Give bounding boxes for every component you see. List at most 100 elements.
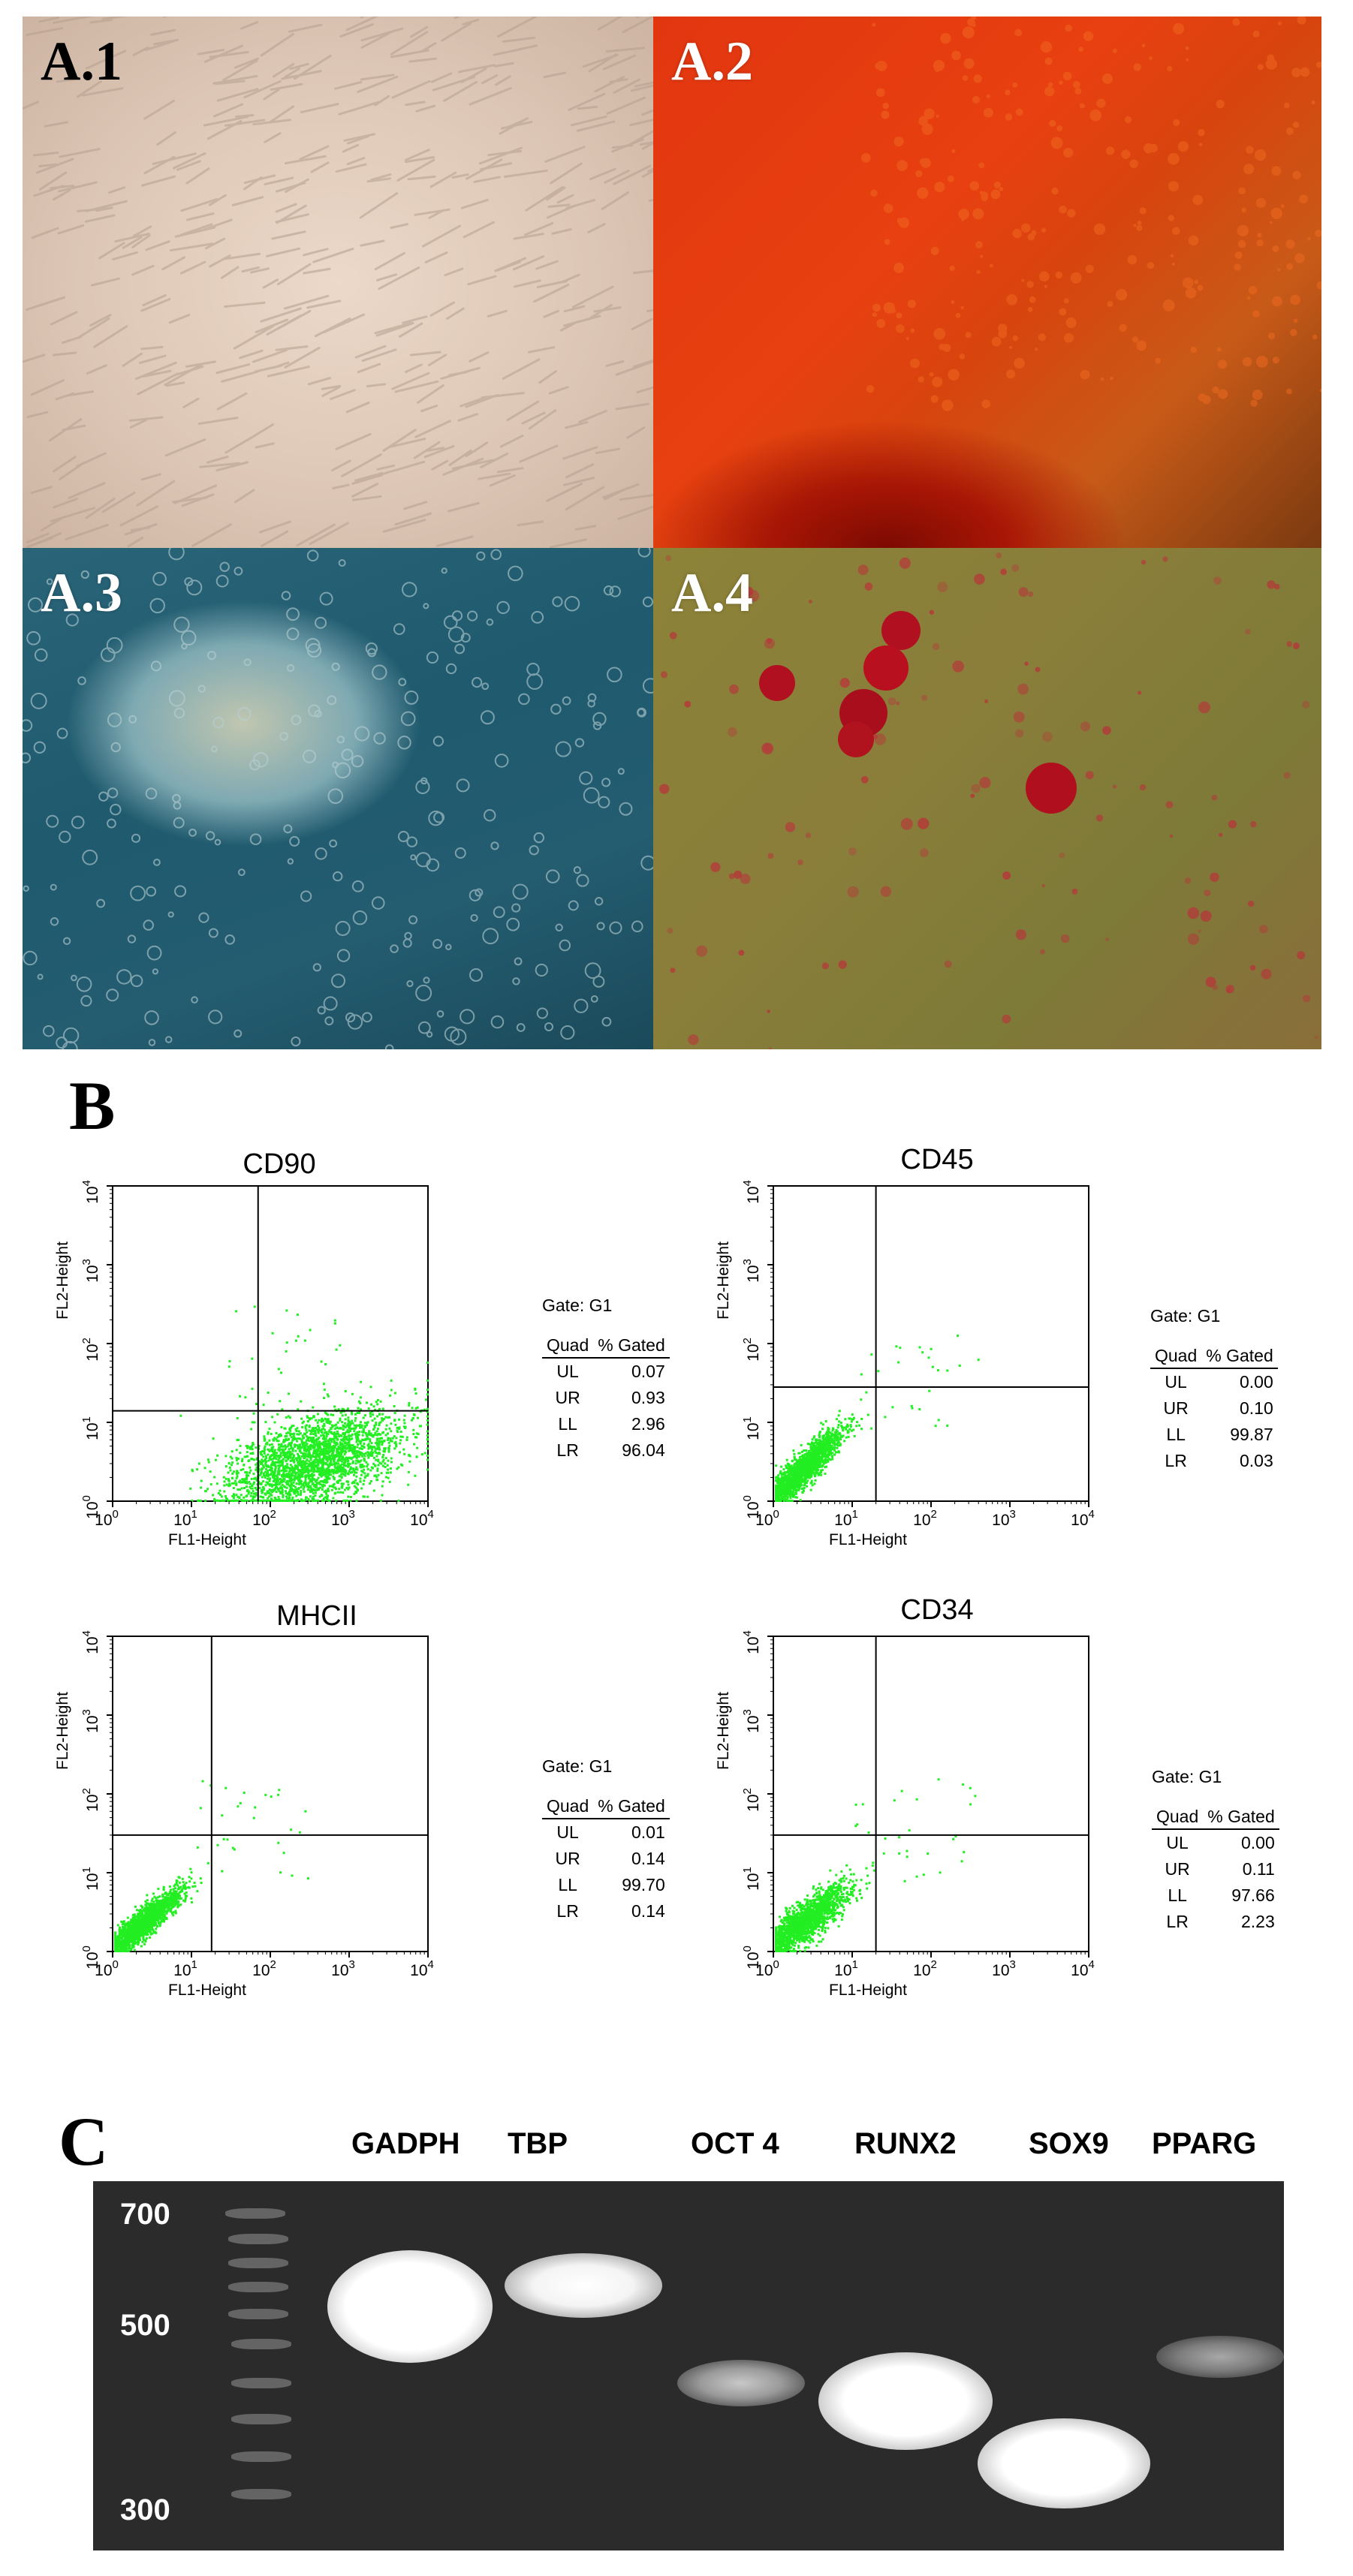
x-tick-label: 104 (1071, 1508, 1095, 1529)
x-tick-label: 103 (992, 1958, 1016, 1979)
y-tick-label: 102 (80, 1338, 101, 1362)
x-tick-label: 103 (331, 1958, 355, 1979)
quad-lr: LR (556, 1901, 579, 1921)
lane-label-runx2: RUNX2 (854, 2127, 957, 2160)
panel-label-a3: A.3 (41, 562, 122, 624)
panel-label-a2: A.2 (671, 31, 753, 92)
band-tbp (505, 2253, 662, 2318)
y-tick-label: 102 (741, 1338, 762, 1362)
pct-ll: 97.66 (1231, 1885, 1275, 1905)
y-tick-label: 100 (741, 1495, 762, 1519)
plot-title-mhcii: MHCII (276, 1600, 357, 1632)
y-tick-label: 100 (80, 1495, 101, 1519)
ladder-band (228, 2234, 288, 2244)
pct-lr: 0.14 (631, 1901, 665, 1921)
micrograph-a1: A.1 (23, 17, 653, 548)
y-tick-label: 103 (741, 1259, 762, 1283)
gate-table: Quad% Gated UL 0.00 UR 0.10 LL 99.87 LR 0.03 (1150, 1346, 1278, 1474)
gate-label: Gate: G1 (542, 1296, 613, 1315)
pct-ur: 0.93 (631, 1388, 665, 1407)
pct-ll: 99.70 (622, 1875, 665, 1894)
ladder-band (228, 2309, 288, 2319)
lane-label-sox9: SOX9 (1029, 2127, 1109, 2160)
y-tick-label: 103 (80, 1709, 101, 1733)
y-axis-label: FL2-Height (54, 1241, 71, 1320)
pct-lr: 0.03 (1240, 1451, 1273, 1470)
quad-ur: UR (555, 1849, 580, 1868)
chondro-texture (23, 548, 653, 1049)
size-label-700: 700 (120, 2198, 170, 2231)
x-tick-label: 102 (913, 1958, 937, 1979)
y-tick-label: 101 (80, 1416, 101, 1440)
pct-header: % Gated (1201, 1346, 1278, 1369)
ladder-band (228, 2282, 288, 2292)
y-tick-label: 102 (741, 1788, 762, 1812)
oil-red-texture (659, 552, 1318, 1049)
y-axis-label: FL2-Height (54, 1692, 71, 1770)
panel-letter-c: C (59, 2103, 109, 2180)
band-oct4 (677, 2360, 805, 2406)
stats-cd90: Gate: G1 Quad% Gated UL 0.07 UR 0.93 LL 2.9… (542, 1296, 670, 1464)
lipid-droplet (759, 665, 795, 701)
x-tick-label: 101 (173, 1508, 197, 1529)
pct-ul: 0.00 (1241, 1833, 1275, 1852)
plot-title-cd45: CD45 (900, 1144, 974, 1175)
band-sox9 (978, 2418, 1150, 2508)
y-axis-label: FL2-Height (715, 1241, 732, 1320)
quad-lr: LR (556, 1440, 579, 1460)
y-tick-label: 100 (80, 1946, 101, 1970)
agarose-gel (93, 2181, 1284, 2550)
y-tick-label: 102 (80, 1788, 101, 1812)
flow-plot-cd45: 100100101101102102103103104104FL1-Height… (715, 1180, 1095, 1548)
x-tick-label: 102 (252, 1958, 276, 1979)
pct-ul: 0.07 (631, 1362, 665, 1381)
x-axis-label: FL1-Height (168, 1531, 246, 1548)
band-runx2 (818, 2352, 993, 2450)
quad-ur: UR (555, 1388, 580, 1407)
micrograph-a2: A.2 (653, 17, 1321, 548)
flow-plot-mhcii: 100100101101102102103103104104FL1-Height… (54, 1630, 434, 1999)
pct-ll: 99.87 (1230, 1425, 1273, 1444)
quad-ul: UL (1165, 1372, 1187, 1392)
x-tick-label: 102 (252, 1508, 276, 1529)
x-tick-label: 103 (992, 1508, 1016, 1529)
flow-plot-cd90: 100100101101102102103103104104FL1-Height… (54, 1180, 434, 1548)
ladder-band (231, 2451, 291, 2462)
y-tick-label: 104 (741, 1180, 762, 1204)
pct-ur: 0.14 (631, 1849, 665, 1868)
x-tick-label: 102 (913, 1508, 937, 1529)
fibroblast-texture (23, 17, 653, 548)
stats-mhcii: Gate: G1 Quad% Gated UL 0.01 UR 0.14 LL 99.… (542, 1756, 670, 1924)
x-tick-label: 104 (1071, 1958, 1095, 1979)
quad-ll: LL (1166, 1425, 1186, 1444)
lipid-droplet (881, 611, 921, 650)
y-tick-label: 100 (741, 1946, 762, 1970)
gate-table: Quad% Gated UL 0.01 UR 0.14 LL 99.70 LR 0.14 (542, 1796, 670, 1924)
quad-header: Quad (1150, 1346, 1202, 1369)
y-tick-label: 104 (741, 1630, 762, 1654)
lipid-droplet (1026, 763, 1077, 814)
y-tick-label: 101 (741, 1867, 762, 1891)
quad-ul: UL (1166, 1833, 1189, 1852)
quad-ul: UL (556, 1822, 579, 1842)
pct-ll: 2.96 (631, 1414, 665, 1434)
pct-ur: 0.11 (1242, 1859, 1275, 1879)
x-axis-label: FL1-Height (829, 1531, 907, 1548)
gate-table: Quad% Gated UL 0.07 UR 0.93 LL 2.96 LR 96.04 (542, 1335, 670, 1464)
size-label-300: 300 (120, 2493, 170, 2526)
ladder-band (228, 2258, 288, 2268)
quad-header: Quad (1152, 1807, 1204, 1830)
lipid-droplet (863, 646, 909, 691)
event-dots (114, 1780, 309, 1952)
lane-label-pparg: PPARG (1152, 2127, 1257, 2160)
x-tick-label: 101 (834, 1958, 858, 1979)
panel-letter-b: B (69, 1067, 116, 1144)
quad-lr: LR (1166, 1912, 1189, 1931)
band-pparg (1156, 2336, 1284, 2378)
gate-table: Quad% Gated UL 0.00 UR 0.11 LL 97.66 LR 2.23 (1152, 1807, 1279, 1935)
panel-label-a1: A.1 (41, 31, 122, 92)
plot-title-cd90: CD90 (243, 1148, 316, 1180)
y-tick-label: 103 (741, 1709, 762, 1733)
x-tick-label: 100 (755, 1958, 779, 1979)
gate-label: Gate: G1 (542, 1756, 613, 1776)
